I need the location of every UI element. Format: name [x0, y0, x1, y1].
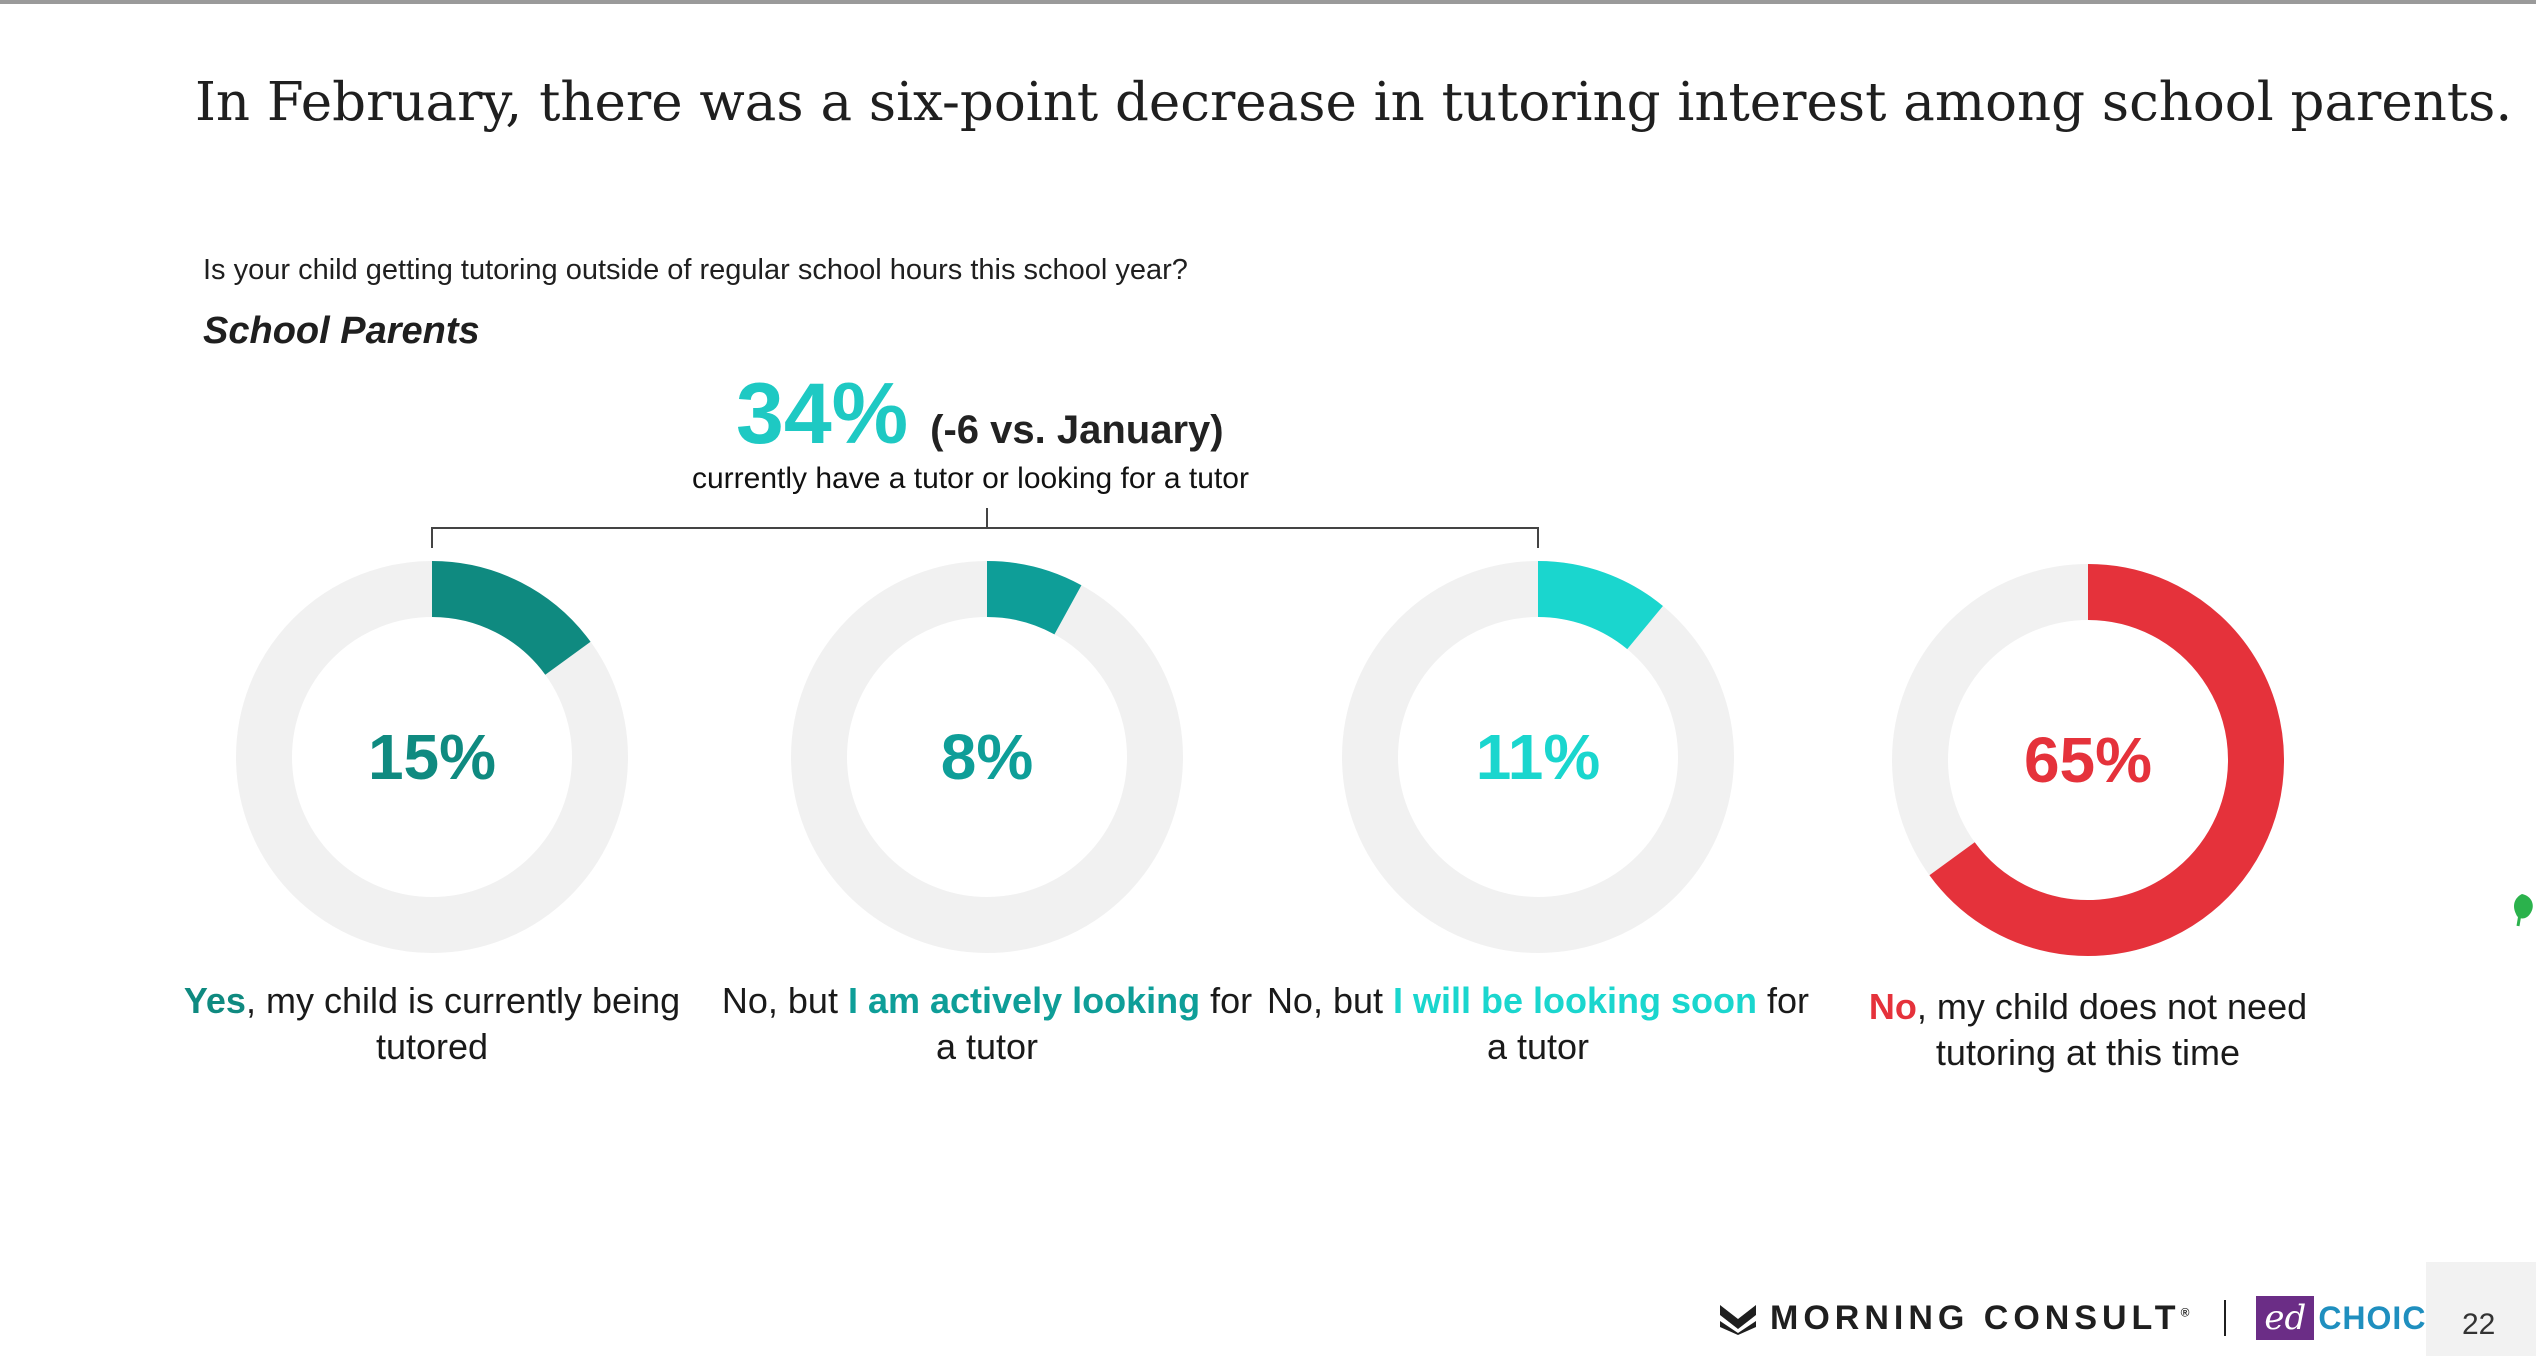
caption-highlight: I am actively looking — [847, 980, 1201, 1021]
callout-value: 34% — [736, 366, 909, 462]
caption-text: No, but — [721, 980, 848, 1021]
donut-segment — [431, 561, 591, 676]
caption-highlight: I will be looking soon — [1393, 980, 1758, 1021]
page-number: 22 — [2462, 1308, 2496, 1341]
morning-consult-wordmark: MORNING CONSULT® — [1770, 1298, 2195, 1337]
leaf-icon — [2514, 894, 2533, 927]
segment-label: School Parents — [203, 310, 480, 352]
donut-value-label: 8% — [941, 721, 1034, 793]
donut-value-label: 65% — [2024, 724, 2152, 796]
donut-segment — [1929, 564, 2284, 956]
caption-highlight: No — [1868, 986, 1917, 1027]
caption-highlight: Yes — [183, 980, 246, 1021]
callout-subtitle: currently have a tutor or looking for a … — [692, 462, 1249, 495]
caption-text: , my child does not need tutoring at thi… — [1916, 986, 2308, 1073]
slide-headline: In February, there was a six-point decre… — [195, 72, 2513, 133]
donut-caption: Yes, my child is currently being tutored — [152, 978, 712, 1070]
donut-value-label: 15% — [368, 721, 496, 793]
donut-caption: No, my child does not need tutoring at t… — [1808, 984, 2368, 1076]
donut-value-label: 11% — [1476, 721, 1601, 793]
callout: 34% (-6 vs. January) — [736, 365, 1224, 464]
edchoice-ed-mark: ed — [2256, 1296, 2315, 1340]
caption-text: , my child is currently being tutored — [245, 980, 681, 1067]
donut-caption: No, but I am actively looking for a tuto… — [707, 978, 1267, 1070]
caption-text: for a tutor — [1486, 980, 1810, 1067]
bracket-line — [431, 508, 1539, 548]
morning-consult-mark-icon — [1720, 1305, 1756, 1335]
footer-logos: MORNING CONSULT® ed CHOICE — [1718, 1296, 2449, 1340]
page-number-box — [2426, 1262, 2536, 1356]
survey-question: Is your child getting tutoring outside o… — [203, 254, 1188, 286]
top-rule — [0, 0, 2536, 4]
callout-delta: (-6 vs. January) — [930, 408, 1224, 452]
caption-text: No, but — [1266, 980, 1394, 1021]
donut-segment — [986, 561, 1082, 635]
donut-caption: No, but I will be looking soon for a tut… — [1258, 978, 1818, 1070]
logo-divider — [2224, 1300, 2227, 1336]
caption-text: for a tutor — [935, 980, 1253, 1067]
donut-segment — [1537, 561, 1663, 650]
